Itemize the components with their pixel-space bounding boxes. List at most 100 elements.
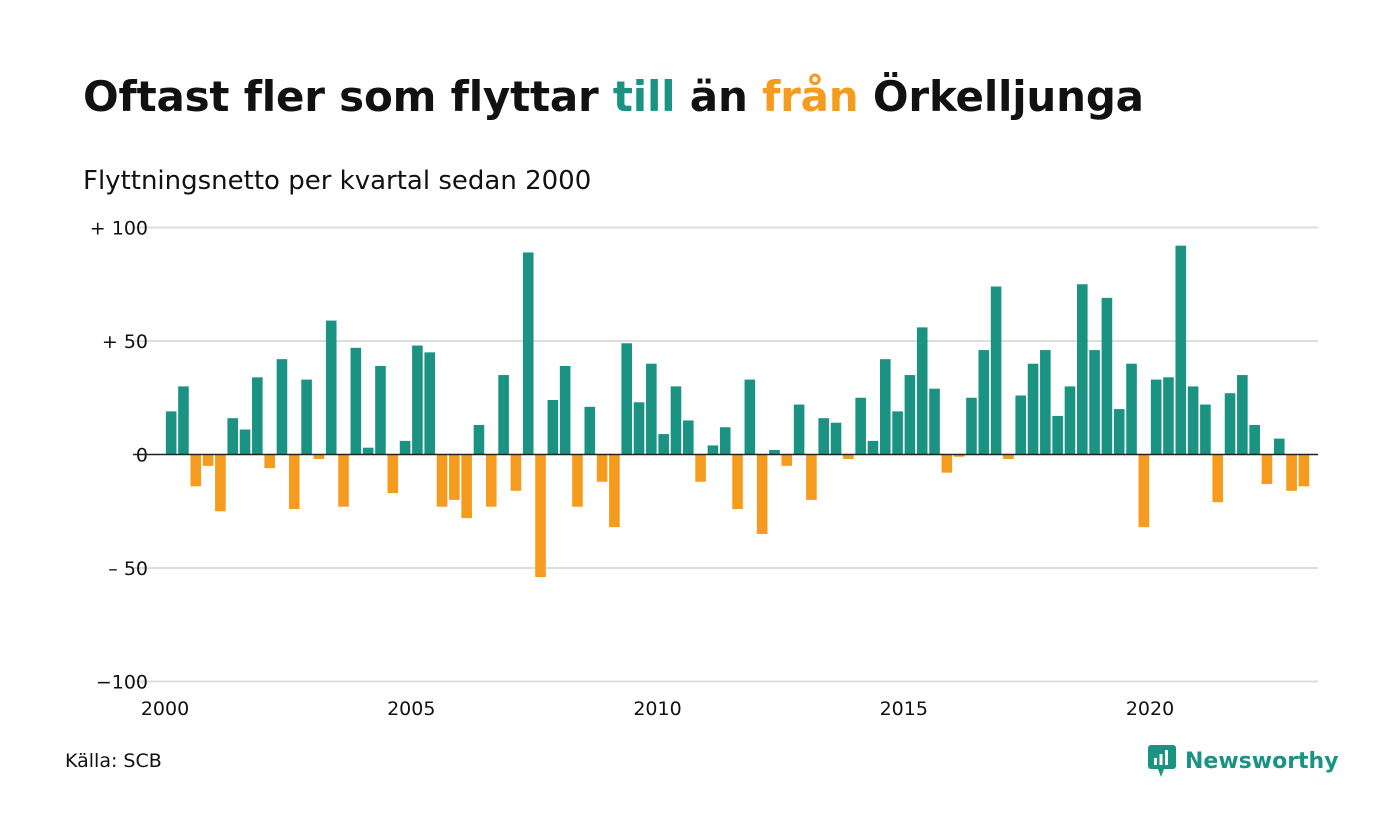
y-tick-label: 0 [136,445,148,467]
bar [1286,454,1297,491]
x-tick-label: 2020 [1126,698,1174,720]
bar [1089,350,1100,455]
bar [547,400,559,455]
bar [1249,424,1260,455]
bar [609,454,620,528]
bar [966,397,977,455]
title-part-1: Oftast fler som flyttar [83,72,613,121]
y-tick-label: + 50 [102,331,148,353]
bar [449,454,460,500]
bar [535,454,546,578]
bar [375,365,386,455]
bar [670,386,682,455]
bar [485,454,497,507]
bar [941,454,953,473]
bar [682,420,694,455]
bar [276,359,288,455]
bar [867,440,879,455]
newsworthy-logo-icon [1148,745,1176,777]
bar [325,320,337,455]
x-tick-label: 2005 [387,698,435,720]
bar [1113,409,1125,455]
bar [830,422,842,455]
bar [264,454,275,469]
bar [646,363,657,455]
bar [338,454,349,507]
bar [412,345,423,455]
brand-name: Newsworthy [1185,748,1339,774]
bar [436,454,448,507]
bar [350,347,362,455]
bar [190,454,202,487]
bar [313,454,325,460]
bar [1187,386,1199,455]
bar [399,440,411,455]
bar [239,429,251,455]
bar [806,454,817,500]
bar [1237,375,1248,455]
bar [793,404,805,455]
bar [1076,284,1088,455]
bar [990,286,1002,455]
bar [1261,454,1273,485]
bar [1212,454,1224,503]
bar [892,411,903,455]
bar [633,402,645,455]
bar [1003,454,1014,460]
bar [1052,415,1063,455]
bar [756,454,768,534]
bar [252,377,263,455]
bar [1150,379,1162,455]
bar [1040,350,1051,455]
bar [301,379,312,455]
bar [916,327,928,455]
bar [559,365,571,455]
bar [1298,454,1310,487]
x-tick-label: 2010 [633,698,681,720]
bar [879,359,891,455]
bar [1027,363,1039,455]
bar [461,454,472,519]
bar [1015,395,1027,455]
bar [498,375,509,455]
bar [202,454,214,466]
bar [658,434,669,455]
chart-subtitle: Flyttningsnetto per kvartal sedan 2000 [83,166,592,196]
bar [178,386,189,455]
bar [769,449,780,455]
bar [1200,404,1211,455]
title-part-3: Örkelljunga [858,72,1144,121]
x-tick-label: 2000 [141,698,189,720]
bar [473,424,485,455]
y-tick-label: – 50 [108,558,148,580]
bar [781,454,793,466]
bar [719,427,731,455]
bar [707,445,719,455]
bar [1273,438,1285,455]
bar [1064,386,1076,455]
bar [1126,363,1137,455]
title-till-highlight: till [612,72,676,121]
bar [732,454,743,509]
bar [596,454,608,482]
bar [424,352,436,455]
brand-logo: Newsworthy [1147,744,1339,778]
bar [1175,245,1187,455]
bar [584,406,596,455]
source-note: Källa: SCB [65,750,162,772]
bar [621,343,633,455]
bar [953,454,965,457]
title-fran-highlight: från [762,72,859,121]
bar [744,379,756,455]
bar [904,375,916,455]
bar [695,454,706,482]
bar [510,454,522,491]
y-tick-label: + 100 [90,218,148,240]
bar [215,454,226,512]
bar [1138,454,1150,528]
title-part-2: än [675,72,763,121]
bar [227,418,239,455]
bar [288,454,300,509]
bar [929,388,940,455]
